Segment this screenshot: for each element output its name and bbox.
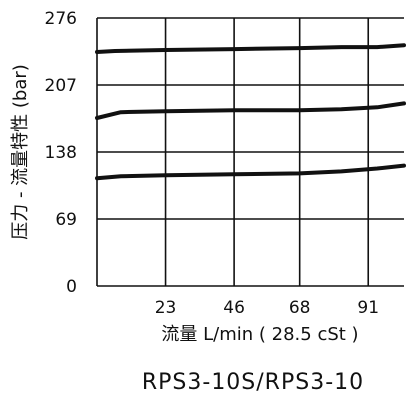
y-axis-title: 压力 - 流量特性 (bar) bbox=[10, 64, 31, 240]
series-line-1 bbox=[95, 43, 406, 54]
x-tick-labels: 23 46 68 91 bbox=[155, 298, 379, 318]
x-tick-label: 46 bbox=[223, 298, 245, 318]
series-line-2 bbox=[95, 101, 406, 120]
y-tick-label: 207 bbox=[45, 76, 77, 96]
series-line-3 bbox=[95, 163, 406, 181]
axes bbox=[96, 18, 404, 287]
x-tick-label: 91 bbox=[357, 298, 379, 318]
grid bbox=[97, 17, 404, 286]
y-tick-label: 0 bbox=[66, 277, 77, 297]
y-tick-label: 69 bbox=[55, 210, 77, 230]
y-tick-label: 276 bbox=[45, 9, 77, 29]
chart-caption: RPS3-10S/RPS3-10 bbox=[142, 370, 364, 394]
series-layer bbox=[95, 43, 406, 181]
y-tick-labels: 0 69 138 207 276 bbox=[45, 9, 77, 297]
x-tick-label: 23 bbox=[155, 298, 177, 318]
y-tick-label: 138 bbox=[45, 143, 77, 163]
x-tick-label: 68 bbox=[289, 298, 311, 318]
x-axis-title: 流量 L/min ( 28.5 cSt ) bbox=[161, 324, 358, 345]
